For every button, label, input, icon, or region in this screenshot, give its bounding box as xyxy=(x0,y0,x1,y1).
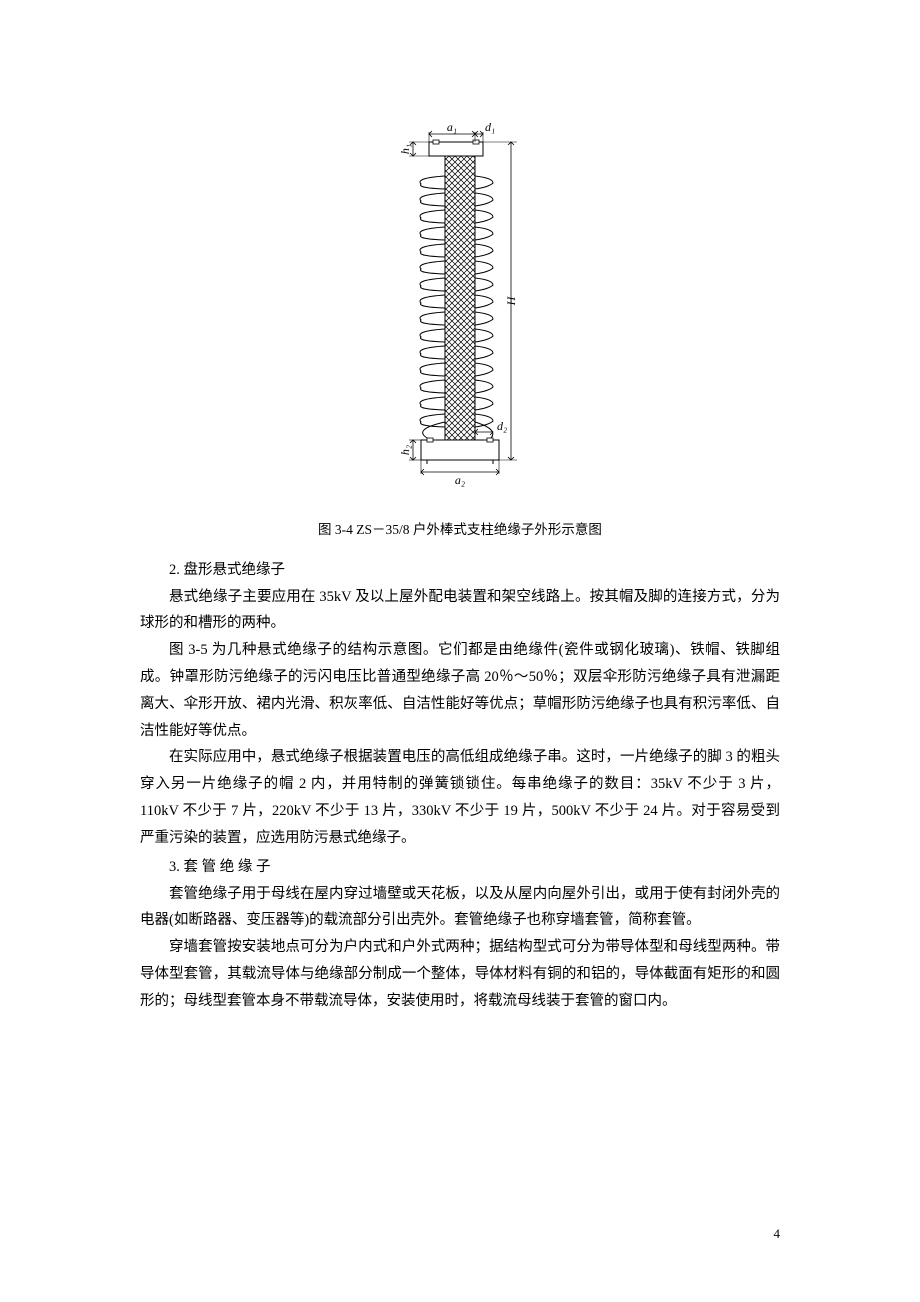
svg-text:d₁: d₁ xyxy=(485,120,495,134)
body-text: 2. 盘形悬式绝缘子悬式绝缘子主要应用在 35kV 及以上屋外配电装置和架空线路… xyxy=(140,557,780,1015)
svg-text:a₁: a₁ xyxy=(447,120,457,134)
svg-text:H: H xyxy=(504,295,518,306)
section-heading: 2. 盘形悬式绝缘子 xyxy=(140,557,780,584)
paragraph: 悬式绝缘子主要应用在 35kV 及以上屋外配电装置和架空线路上。按其帽及脚的连接… xyxy=(140,584,780,638)
svg-text:a₂: a₂ xyxy=(455,473,465,487)
paragraph: 套管绝缘子用于母线在屋内穿过墙壁或天花板，以及从屋内向屋外引出，或用于使有封闭外… xyxy=(140,881,780,935)
insulator-diagram: Ha₁ d₁ h₁ d₂ h₂ a₂ xyxy=(365,120,555,500)
section-heading: 3. 套 管 绝 缘 子 xyxy=(140,854,780,881)
figure-caption: 图 3-4 ZS－35/8 户外棒式支柱绝缘子外形示意图 xyxy=(140,518,780,543)
paragraph: 在实际应用中，悬式绝缘子根据装置电压的高低组成绝缘子串。这时，一片绝缘子的脚 3… xyxy=(140,744,780,851)
page-number: 4 xyxy=(774,1222,781,1246)
figure-3-4: Ha₁ d₁ h₁ d₂ h₂ a₂ xyxy=(140,120,780,510)
paragraph: 图 3-5 为几种悬式绝缘子的结构示意图。它们都是由绝缘件(瓷件或钢化玻璃)、铁… xyxy=(140,637,780,744)
paragraph: 穿墙套管按安装地点可分为户内式和户外式两种；据结构型式可分为带导体型和母线型两种… xyxy=(140,934,780,1014)
svg-text:h₁: h₁ xyxy=(398,144,412,154)
svg-text:d₂: d₂ xyxy=(497,419,507,433)
svg-text:h₂: h₂ xyxy=(398,445,412,455)
